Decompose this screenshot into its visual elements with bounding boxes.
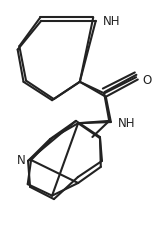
Text: NH: NH: [102, 15, 120, 28]
Text: NH: NH: [118, 116, 135, 129]
Text: O: O: [143, 74, 152, 87]
Text: N: N: [17, 154, 26, 167]
